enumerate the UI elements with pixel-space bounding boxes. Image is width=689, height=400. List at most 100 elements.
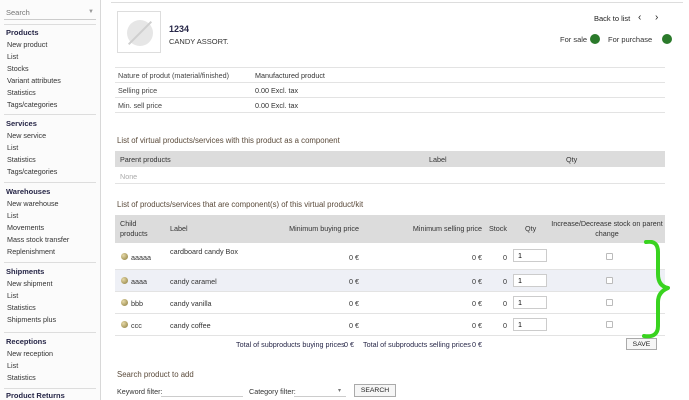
- info-value: Manufactured product: [252, 67, 665, 83]
- sidebar-title-services[interactable]: Services: [6, 119, 37, 128]
- chevron-right-icon[interactable]: ›: [655, 12, 659, 23]
- chevron-down-icon[interactable]: ▼: [88, 9, 94, 15]
- chevron-left-icon[interactable]: ‹: [638, 12, 642, 23]
- info-key: Nature of produt (material/finished): [115, 67, 252, 83]
- sidebar-item-stocks[interactable]: Stocks: [7, 64, 29, 73]
- child-ref-link[interactable]: bbb: [131, 299, 143, 308]
- header-parent-products: Parent products: [120, 155, 171, 164]
- sidebar-item-statistics[interactable]: Statistics: [7, 155, 36, 164]
- sidebar-item-list[interactable]: List: [7, 211, 19, 220]
- total-buying-label: Total of subproducts buying prices: [236, 340, 345, 349]
- child-ref-link[interactable]: aaaaa: [131, 253, 151, 262]
- annotation-brace: [642, 240, 670, 339]
- sidebar-item-variant-attributes[interactable]: Variant attributes: [7, 76, 61, 85]
- sidebar-title-warehouses[interactable]: Warehouses: [6, 187, 51, 196]
- sidebar-item-mass-stock-transfer[interactable]: Mass stock transfer: [7, 235, 70, 244]
- info-key: Selling price: [115, 82, 252, 98]
- sidebar-search-input[interactable]: [4, 6, 96, 20]
- child-stock: 0: [503, 277, 507, 286]
- incdec-checkbox[interactable]: [606, 277, 613, 284]
- child-stock: 0: [503, 299, 507, 308]
- sidebar-section-services: Services New service List Statistics Tag…: [0, 118, 100, 178]
- search-button[interactable]: SEARCH: [354, 384, 396, 397]
- divider: [4, 24, 96, 25]
- keyword-filter-label: Keyword filter:: [117, 387, 163, 396]
- sidebar-item-new-product[interactable]: New product: [7, 40, 48, 49]
- info-key: Min. sell price: [115, 97, 252, 113]
- sidebar-item-statistics[interactable]: Statistics: [7, 303, 36, 312]
- sidebar-item-list[interactable]: List: [7, 143, 19, 152]
- qty-input[interactable]: [513, 296, 547, 309]
- back-to-list-link[interactable]: Back to list: [594, 14, 631, 23]
- incdec-checkbox[interactable]: [606, 253, 613, 260]
- qty-input[interactable]: [513, 274, 547, 287]
- header-stock: Stock: [489, 224, 507, 233]
- child-stock: 0: [503, 253, 507, 262]
- components-table-header: Child products Label Minimum buying pric…: [115, 215, 665, 243]
- category-filter-select[interactable]: [294, 384, 346, 397]
- header-increase-decrease: Increase/Decrease stock on parent change: [551, 219, 663, 238]
- parents-table-header: Parent products Label Qty: [115, 151, 665, 167]
- child-min-sell: 0 €: [472, 253, 482, 262]
- divider: [4, 182, 96, 183]
- sidebar-title-shipments[interactable]: Shipments: [6, 267, 45, 276]
- sidebar-title-product-returns[interactable]: Product Returns: [6, 391, 65, 400]
- child-min-buy: 0 €: [349, 299, 359, 308]
- child-min-buy: 0 €: [349, 253, 359, 262]
- sidebar-item-statistics[interactable]: Statistics: [7, 88, 36, 97]
- child-min-sell: 0 €: [472, 299, 482, 308]
- save-button[interactable]: SAVE: [626, 338, 657, 350]
- keyword-filter-input[interactable]: [161, 384, 243, 397]
- incdec-checkbox[interactable]: [606, 321, 613, 328]
- qty-input[interactable]: [513, 249, 547, 262]
- info-value: 0.00 Excl. tax: [252, 97, 665, 113]
- header-label: Label: [429, 155, 447, 164]
- child-min-sell: 0 €: [472, 277, 482, 286]
- total-selling-value: 0 €: [472, 340, 482, 349]
- header-min-buying-price: Minimum buying price: [289, 224, 359, 233]
- info-value: 0.00 Excl. tax: [252, 82, 665, 98]
- sidebar-item-replenishment[interactable]: Replenishment: [7, 247, 55, 256]
- product-label: CANDY ASSORT.: [169, 37, 229, 46]
- incdec-checkbox[interactable]: [606, 299, 613, 306]
- sidebar-item-shipments-plus[interactable]: Shipments plus: [7, 315, 57, 324]
- divider: [111, 2, 683, 3]
- sidebar-title-products[interactable]: Products: [6, 28, 39, 37]
- parents-section-title: List of virtual products/services with t…: [117, 136, 340, 145]
- sidebar-item-list[interactable]: List: [7, 291, 19, 300]
- chevron-down-icon[interactable]: ▾: [338, 388, 342, 394]
- total-selling-label: Total of subproducts selling prices: [363, 340, 471, 349]
- sidebar-section-product-returns: Product Returns: [0, 390, 100, 400]
- child-ref-link[interactable]: ccc: [131, 321, 142, 330]
- sidebar-item-tags[interactable]: Tags/categories: [7, 167, 58, 176]
- sidebar-item-movements[interactable]: Movements: [7, 223, 45, 232]
- for-purchase-status-toggle[interactable]: [662, 34, 672, 44]
- child-label: cardboard candy Box: [170, 247, 238, 256]
- sidebar-item-new-reception[interactable]: New reception: [7, 349, 53, 358]
- sidebar-item-new-shipment[interactable]: New shipment: [7, 279, 53, 288]
- components-section-title: List of products/services that are compo…: [117, 200, 364, 209]
- for-sale-status-toggle[interactable]: [590, 34, 600, 44]
- qty-input[interactable]: [513, 318, 547, 331]
- total-buying-value: 0 €: [344, 340, 354, 349]
- sidebar-item-statistics[interactable]: Statistics: [7, 373, 36, 382]
- sidebar-section-receptions: Receptions New reception List Statistics: [0, 336, 100, 384]
- divider: [4, 332, 96, 333]
- sidebar-item-list[interactable]: List: [7, 52, 19, 61]
- sidebar-section-shipments: Shipments New shipment List Statistics S…: [0, 266, 100, 326]
- table-row: aaaa candy caramel 0 € 0 € 0: [115, 270, 665, 292]
- table-row: Min. sell price 0.00 Excl. tax: [115, 97, 665, 113]
- sidebar-item-list[interactable]: List: [7, 361, 19, 370]
- divider: [4, 388, 96, 389]
- child-stock: 0: [503, 321, 507, 330]
- empty-text: None: [120, 172, 138, 181]
- main-content: 1234 CANDY ASSORT. Back to list ‹ › For …: [111, 0, 683, 400]
- sidebar-item-new-warehouse[interactable]: New warehouse: [7, 199, 59, 208]
- header-qty: Qty: [566, 155, 578, 164]
- sidebar-item-tags[interactable]: Tags/categories: [7, 100, 58, 109]
- sidebar-title-receptions[interactable]: Receptions: [6, 337, 47, 346]
- sidebar-item-new-service[interactable]: New service: [7, 131, 47, 140]
- product-ref: 1234: [169, 24, 190, 34]
- child-ref-link[interactable]: aaaa: [131, 277, 147, 286]
- left-sidebar: ▼ Products New product List Stocks Varia…: [0, 0, 101, 400]
